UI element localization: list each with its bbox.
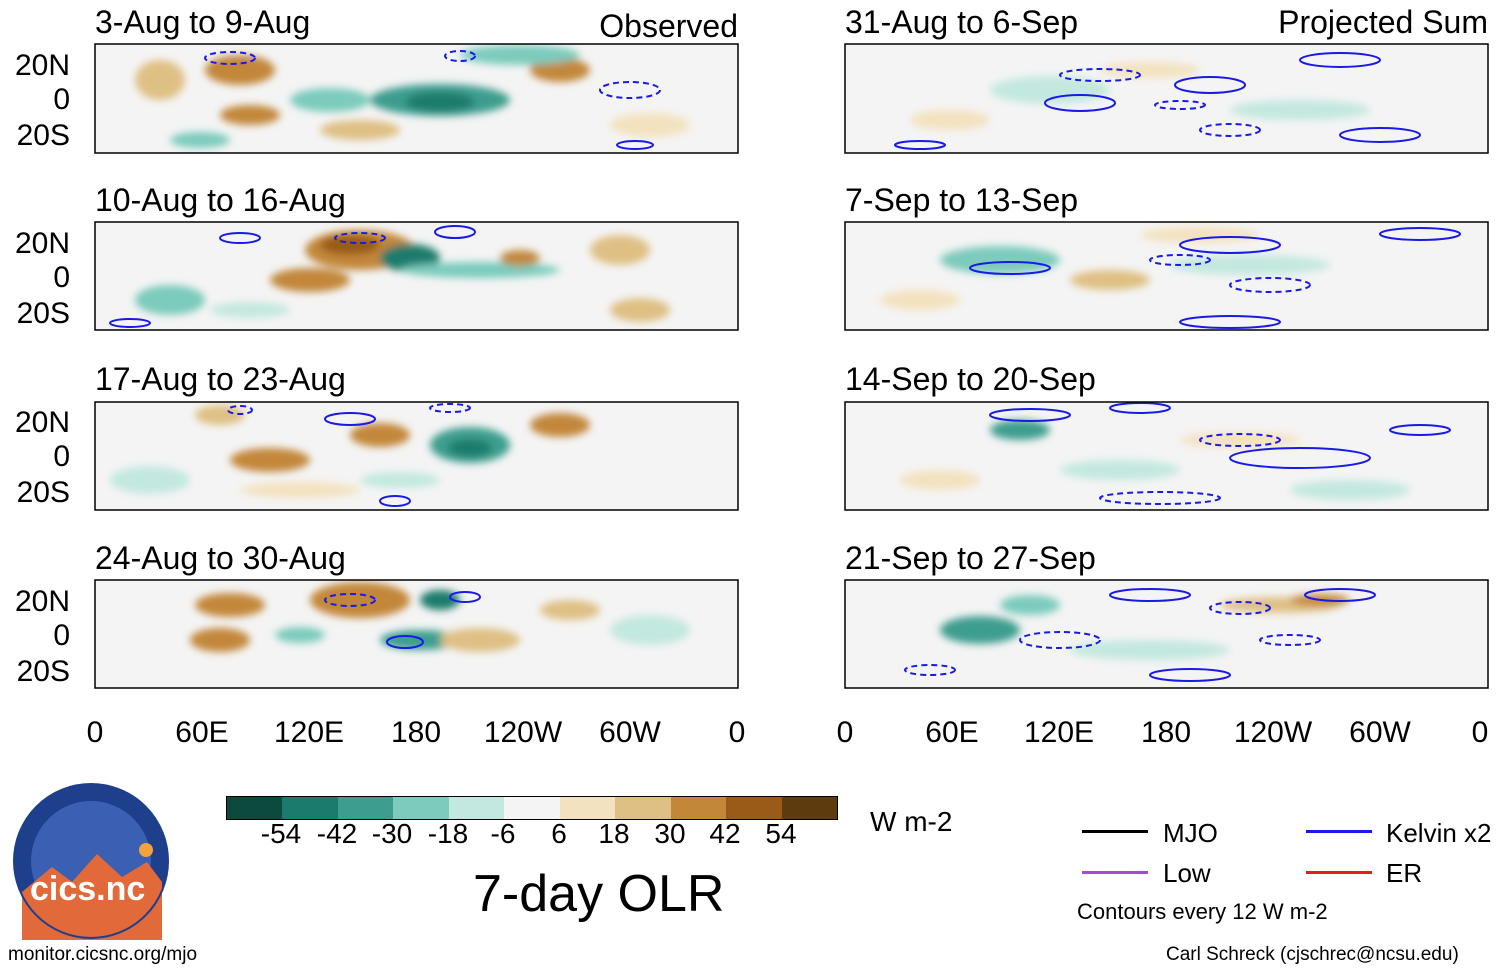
lon-label-180: 180 bbox=[1140, 716, 1192, 749]
panel-title-6: 7-Sep to 13-Sep bbox=[845, 182, 1079, 218]
panel-map-7 bbox=[845, 402, 1488, 510]
panel-map-3 bbox=[95, 402, 738, 510]
lon-label-60w: 60W bbox=[1349, 716, 1411, 749]
colorbar-tick: -30 bbox=[371, 818, 413, 849]
colorbar-tick: 6 bbox=[551, 818, 567, 849]
panel-map-5 bbox=[845, 44, 1488, 153]
projected-sum-label: Projected Sum bbox=[1278, 4, 1488, 40]
colorbar-swatch bbox=[448, 797, 505, 819]
panel-title-5: 31-Aug to 6-Sep bbox=[845, 4, 1079, 40]
panel-map-2 bbox=[95, 222, 738, 330]
panel-title-8: 21-Sep to 27-Sep bbox=[845, 540, 1096, 576]
main-title: 7-day OLR bbox=[473, 865, 725, 923]
cicsnc-logo: cics.nc bbox=[12, 782, 170, 940]
panel-map-8 bbox=[845, 580, 1488, 688]
lat-label-eq: 0 bbox=[53, 619, 70, 652]
footer-right: Carl Schreck (cjschrec@ncsu.edu) bbox=[1166, 944, 1459, 965]
lon-label-60e: 60E bbox=[175, 716, 229, 749]
lat-label-20s: 20S bbox=[16, 119, 70, 152]
lon-label-60e: 60E bbox=[925, 716, 979, 749]
panel-map-6 bbox=[845, 222, 1488, 330]
legend-label-kelvin: Kelvin x2 bbox=[1386, 818, 1492, 848]
lat-label-20n: 20N bbox=[14, 49, 70, 82]
legend-swatch-er bbox=[1306, 871, 1372, 874]
lon-label-0: 0 bbox=[728, 716, 746, 749]
lat-label-20s: 20S bbox=[16, 655, 70, 688]
legend-swatch-kelvin bbox=[1306, 830, 1372, 833]
legend-label-low: Low bbox=[1163, 858, 1211, 888]
lon-label-0: 0 bbox=[1471, 716, 1489, 749]
panel-title-4: 24-Aug to 30-Aug bbox=[95, 540, 346, 576]
colorbar-swatch bbox=[670, 797, 727, 819]
lon-label-120w: 120W bbox=[483, 716, 563, 749]
lon-label-120w: 120W bbox=[1233, 716, 1313, 749]
lon-label-120e: 120E bbox=[1023, 716, 1095, 749]
lat-label-20n: 20N bbox=[14, 585, 70, 618]
colorbar-swatch bbox=[393, 797, 449, 819]
lat-label-eq: 0 bbox=[53, 261, 70, 294]
colorbar-swatch bbox=[504, 797, 560, 819]
panel-map-4 bbox=[95, 580, 738, 688]
logo-graphic bbox=[13, 783, 169, 940]
panel-title-2: 10-Aug to 16-Aug bbox=[95, 182, 346, 218]
observed-label: Observed bbox=[599, 8, 738, 44]
legend-label-er: ER bbox=[1386, 858, 1423, 888]
colorbar-units: W m-2 bbox=[870, 806, 953, 837]
colorbar-tick: -54 bbox=[260, 818, 302, 849]
colorbar-tick: 42 bbox=[709, 818, 741, 849]
lat-label-20n: 20N bbox=[14, 227, 70, 260]
panel-map-1 bbox=[95, 44, 738, 153]
panel-title-1: 3-Aug to 9-Aug bbox=[95, 4, 311, 40]
colorbar-swatch bbox=[282, 797, 338, 819]
logo-text: cics.nc bbox=[30, 870, 146, 908]
lon-label-0: 0 bbox=[86, 716, 104, 749]
colorbar-tick: -42 bbox=[316, 818, 358, 849]
colorbar-tick: 30 bbox=[654, 818, 686, 849]
panel-title-7: 14-Sep to 20-Sep bbox=[845, 361, 1096, 397]
contour-note: Contours every 12 W m-2 bbox=[1077, 899, 1328, 924]
colorbar-tick: -18 bbox=[427, 818, 469, 849]
legend-swatch-mjo bbox=[1082, 830, 1148, 833]
colorbar-swatch bbox=[227, 797, 283, 819]
lon-label-180: 180 bbox=[390, 716, 442, 749]
lat-label-eq: 0 bbox=[53, 83, 70, 116]
colorbar-tick: -6 bbox=[490, 818, 516, 849]
colorbar-tick: 18 bbox=[598, 818, 630, 849]
legend-swatch-low bbox=[1082, 871, 1148, 874]
lat-label-20n: 20N bbox=[14, 406, 70, 439]
colorbar bbox=[226, 796, 838, 820]
colorbar-swatch bbox=[726, 797, 782, 819]
colorbar-tick: 54 bbox=[765, 818, 797, 849]
colorbar-swatch bbox=[337, 797, 394, 819]
lon-label-0: 0 bbox=[836, 716, 854, 749]
colorbar-swatch bbox=[559, 797, 616, 819]
legend-label-mjo: MJO bbox=[1163, 818, 1218, 848]
footer-left: monitor.cicsnc.org/mjo bbox=[8, 944, 198, 965]
lat-label-20s: 20S bbox=[16, 476, 70, 509]
lon-label-120e: 120E bbox=[273, 716, 345, 749]
lat-label-eq: 0 bbox=[53, 440, 70, 473]
colorbar-swatch bbox=[781, 797, 837, 819]
lon-label-60w: 60W bbox=[599, 716, 661, 749]
panel-title-3: 17-Aug to 23-Aug bbox=[95, 361, 346, 397]
lat-label-20s: 20S bbox=[16, 297, 70, 330]
colorbar-swatch bbox=[615, 797, 671, 819]
